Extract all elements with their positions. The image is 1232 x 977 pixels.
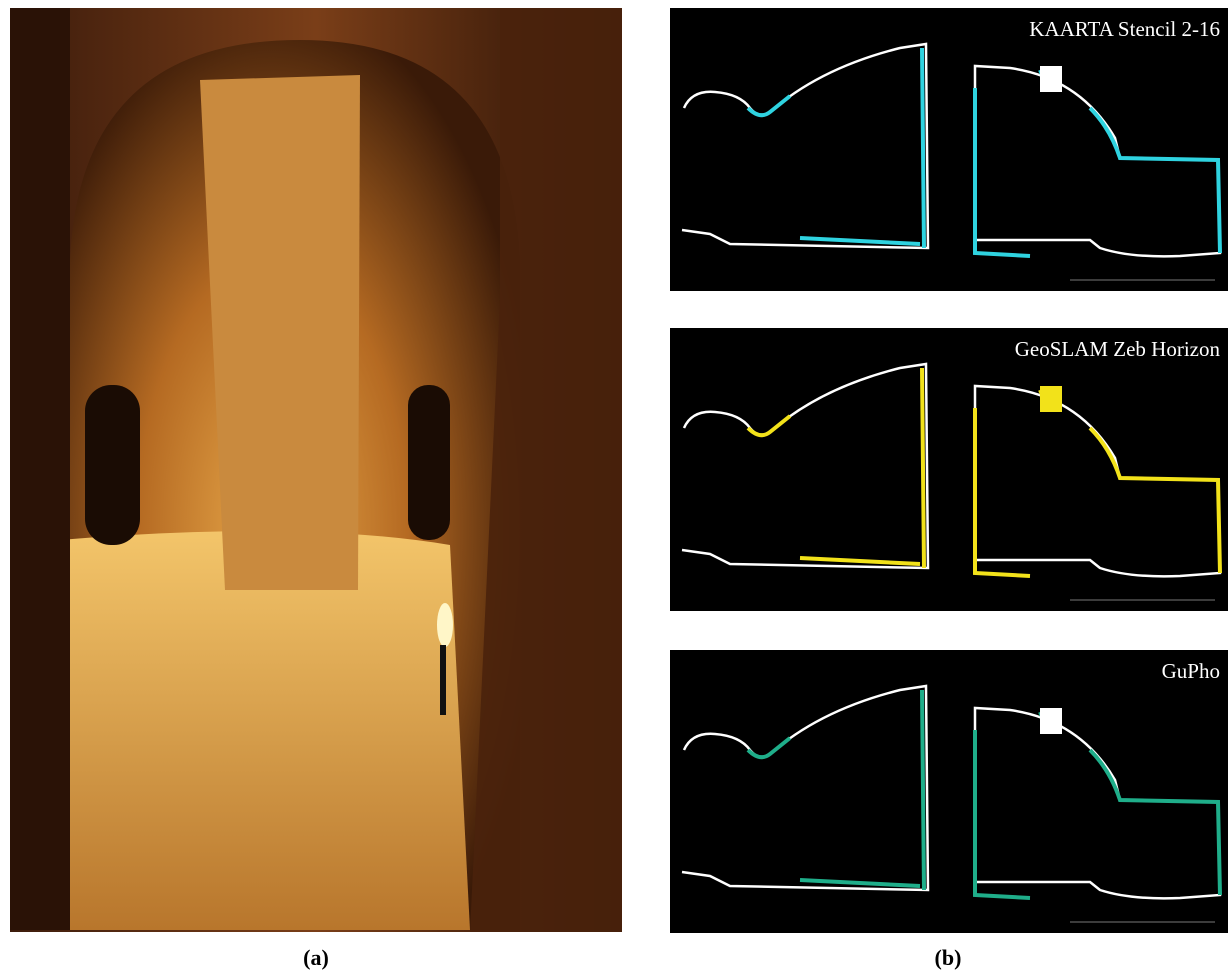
left-wall bbox=[10, 8, 70, 930]
section-title: GeoSLAM Zeb Horizon bbox=[1015, 337, 1221, 361]
candle-flame bbox=[437, 603, 453, 647]
candle bbox=[440, 645, 446, 715]
panel-background bbox=[670, 650, 1228, 933]
section-panels: KAARTA Stencil 2-16 GeoSLAM Zeb Horizon Gu… bbox=[670, 8, 1228, 933]
floor bbox=[40, 531, 470, 930]
patch bbox=[1040, 386, 1062, 412]
figure: (a) (b) KAARTA Stencil 2-16 GeoSLAM Zeb H… bbox=[0, 0, 1232, 977]
photo bbox=[10, 8, 622, 932]
section-panel: GuPho bbox=[670, 650, 1228, 933]
panel-label: (b) bbox=[935, 945, 962, 970]
section-title: KAARTA Stencil 2-16 bbox=[1029, 17, 1220, 41]
patch bbox=[1040, 66, 1062, 92]
panel-label: (a) bbox=[303, 945, 329, 970]
section-panel: KAARTA Stencil 2-16 bbox=[670, 8, 1228, 291]
panel-background bbox=[670, 328, 1228, 611]
section-title: GuPho bbox=[1162, 659, 1220, 683]
patch bbox=[1040, 708, 1062, 734]
pillar bbox=[200, 75, 360, 590]
doorway bbox=[85, 385, 140, 545]
panel-background bbox=[670, 8, 1228, 291]
section-panel: GeoSLAM Zeb Horizon bbox=[670, 328, 1228, 611]
doorway bbox=[408, 385, 450, 540]
